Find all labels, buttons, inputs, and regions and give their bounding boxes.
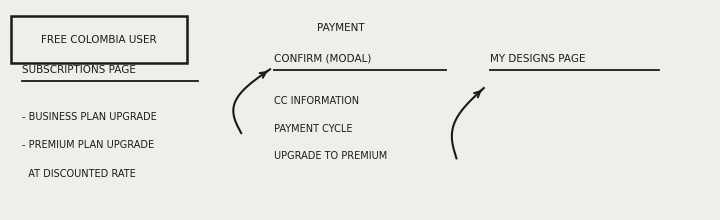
Text: UPGRADE TO PREMIUM: UPGRADE TO PREMIUM — [274, 151, 387, 161]
Text: CONFIRM (MODAL): CONFIRM (MODAL) — [274, 54, 371, 64]
Text: PAYMENT: PAYMENT — [317, 23, 364, 33]
Text: - PREMIUM PLAN UPGRADE: - PREMIUM PLAN UPGRADE — [22, 140, 154, 150]
Text: PAYMENT CYCLE: PAYMENT CYCLE — [274, 124, 352, 134]
Text: CC INFORMATION: CC INFORMATION — [274, 96, 359, 106]
Text: SUBSCRIPTIONS PAGE: SUBSCRIPTIONS PAGE — [22, 65, 135, 75]
Text: FREE COLOMBIA USER: FREE COLOMBIA USER — [41, 35, 157, 45]
Text: AT DISCOUNTED RATE: AT DISCOUNTED RATE — [22, 169, 135, 179]
Text: - BUSINESS PLAN UPGRADE: - BUSINESS PLAN UPGRADE — [22, 112, 156, 122]
Text: MY DESIGNS PAGE: MY DESIGNS PAGE — [490, 54, 585, 64]
